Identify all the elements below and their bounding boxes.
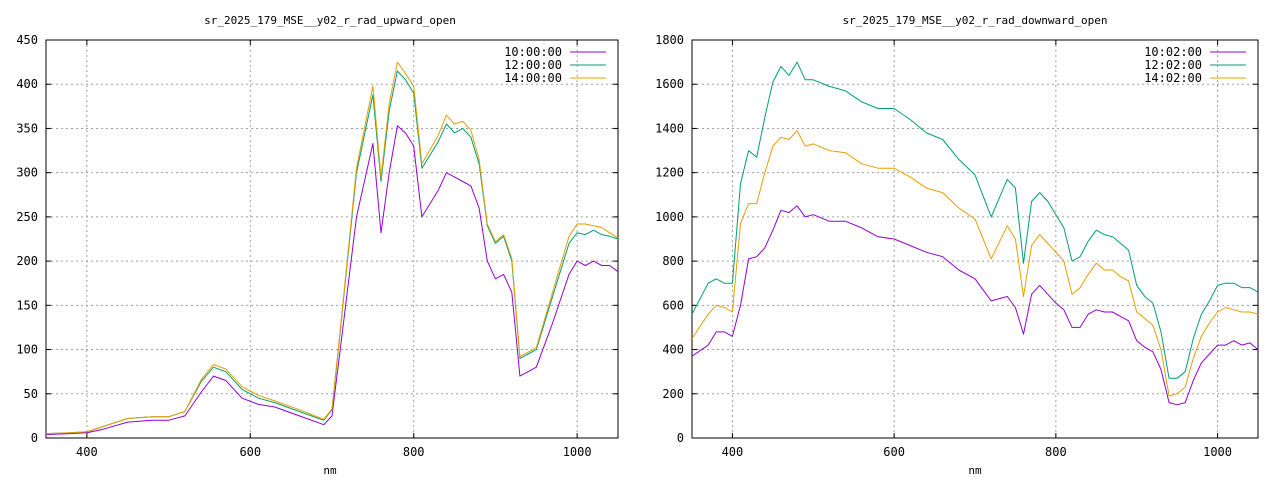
chart-2-x-tick-label: 400 (722, 445, 744, 459)
chart-2-legend-label-3: 14:02:00 (1144, 71, 1202, 85)
chart-1-plot-frame (45, 39, 619, 439)
chart-2-x-tick-label: 800 (1045, 445, 1067, 459)
chart-1-y-tick-label: 450 (16, 33, 38, 47)
chart-1-x-tick-label: 800 (403, 445, 425, 459)
chart-2-y-tick-label: 1600 (655, 77, 684, 91)
chart-2-title: sr_2025_179_MSE__y02_r_rad_downward_open (843, 14, 1108, 27)
chart-1-y-tick-label: 300 (16, 166, 38, 180)
chart-1-x-tick-label: 400 (76, 445, 98, 459)
chart-2-series-line-2 (691, 61, 1259, 379)
chart-1-x-tick-label: 600 (239, 445, 261, 459)
chart-2-y-tick-label: 1800 (655, 33, 684, 47)
chart-2-series-line-1 (691, 205, 1259, 406)
chart-1-legend-label-1: 10:00:00 (504, 45, 562, 59)
chart-1-y-tick-label: 250 (16, 210, 38, 224)
chart-1-y-tick-label: 400 (16, 77, 38, 91)
chart-2-y-tick-label: 1400 (655, 121, 684, 135)
chart-1-legend-label-2: 12:00:00 (504, 58, 562, 72)
chart-2-y-tick-label: 800 (662, 254, 684, 268)
chart-2-y-tick-label: 1200 (655, 166, 684, 180)
chart-2-plot-frame (691, 39, 1259, 439)
chart-2-legend-label-2: 12:02:00 (1144, 58, 1202, 72)
chart-1-y-tick-label: 200 (16, 254, 38, 268)
chart-2-series-line-3 (691, 130, 1259, 397)
chart-2-group: sr_2025_179_MSE__y02_r_rad_downward_open… (655, 14, 1259, 477)
chart-2-y-tick-label: 600 (662, 298, 684, 312)
chart-1-group: sr_2025_179_MSE__y02_r_rad_upward_open 40… (16, 14, 619, 477)
chart-1-legend-label-3: 14:00:00 (504, 71, 562, 85)
chart-1-title: sr_2025_179_MSE__y02_r_rad_upward_open (204, 14, 456, 27)
chart-1-y-tick-label: 0 (31, 431, 38, 445)
chart-1-y-tick-label: 50 (24, 387, 38, 401)
chart-1-series-line-3 (45, 61, 619, 435)
chart-1-series-line-1 (45, 125, 619, 435)
chart-2-y-tick-label: 200 (662, 387, 684, 401)
chart-2-x-axis-label: nm (968, 464, 982, 477)
chart-2-y-tick-label: 400 (662, 343, 684, 357)
chart-1-y-tick-label: 100 (16, 343, 38, 357)
chart-2-y-tick-label: 0 (677, 431, 684, 445)
chart-2-x-tick-label: 600 (883, 445, 905, 459)
chart-2-legend-label-1: 10:02:00 (1144, 45, 1202, 59)
chart-2-y-tick-label: 1000 (655, 210, 684, 224)
chart-1-x-axis-label: nm (323, 464, 337, 477)
chart-2-x-tick-label: 1000 (1203, 445, 1232, 459)
chart-1-series-line-2 (45, 70, 619, 435)
chart-1-x-tick-label: 1000 (563, 445, 592, 459)
chart-1-y-tick-label: 350 (16, 121, 38, 135)
chart-1-y-tick-label: 150 (16, 298, 38, 312)
